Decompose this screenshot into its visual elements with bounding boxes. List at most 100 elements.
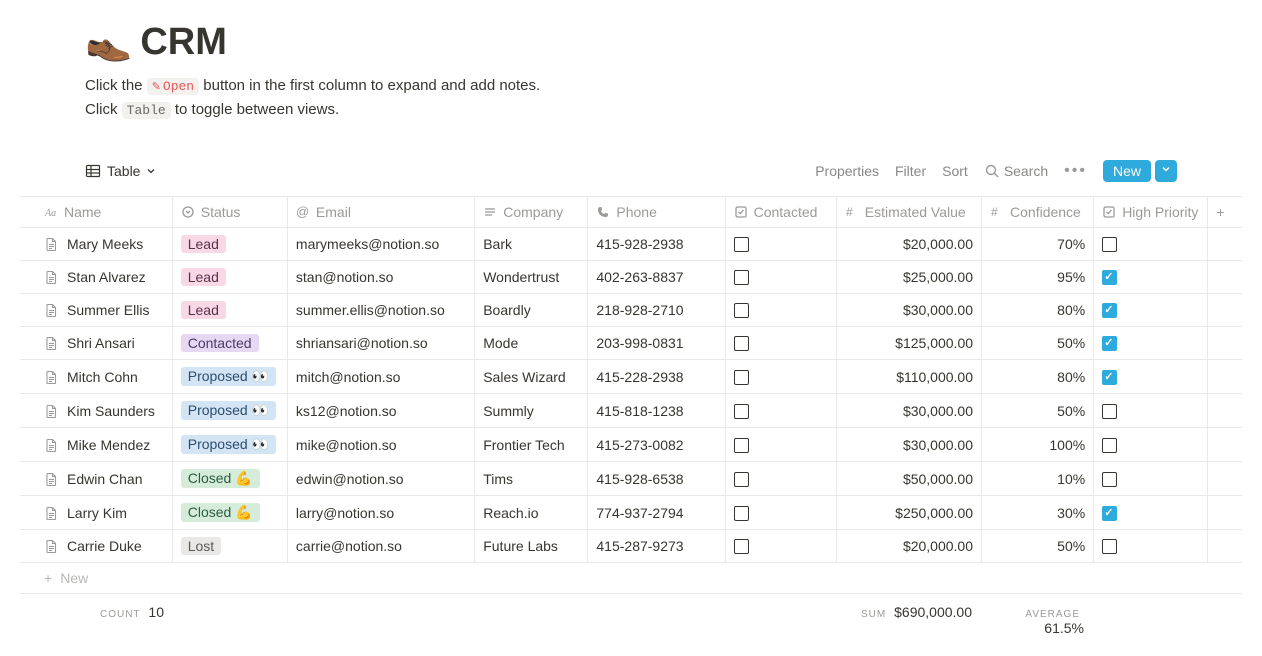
cell-estimated[interactable]: $20,000.00 (836, 228, 981, 261)
cell-contacted[interactable] (725, 228, 836, 261)
cell-estimated[interactable]: $50,000.00 (836, 462, 981, 496)
sort-button[interactable]: Sort (942, 163, 968, 179)
checkbox[interactable] (1102, 438, 1117, 453)
status-tag[interactable]: Lost (181, 537, 221, 555)
cell-company[interactable]: Reach.io (475, 496, 588, 530)
status-tag[interactable]: Closed 💪 (181, 469, 260, 488)
status-tag[interactable]: Lead (181, 268, 226, 286)
new-dropdown[interactable] (1155, 160, 1177, 182)
cell-company[interactable]: Sales Wizard (475, 360, 588, 394)
table-row[interactable]: Carrie Duke Lost carrie@notion.so Future… (20, 530, 1242, 563)
cell-priority[interactable] (1094, 530, 1208, 563)
table-row[interactable]: Shri Ansari Contacted shriansari@notion.… (20, 327, 1242, 360)
cell-confidence[interactable]: 50% (982, 327, 1094, 360)
column-header-phone[interactable]: Phone (588, 197, 725, 228)
checkbox[interactable] (734, 404, 749, 419)
column-header-contacted[interactable]: Contacted (725, 197, 836, 228)
table-row[interactable]: Kim Saunders Proposed 👀 ks12@notion.so S… (20, 394, 1242, 428)
view-switcher[interactable]: Table (85, 163, 156, 179)
cell-confidence[interactable]: 50% (982, 394, 1094, 428)
cell-phone[interactable]: 415-228-2938 (588, 360, 725, 394)
new-button[interactable]: New (1103, 160, 1151, 182)
status-tag[interactable]: Lead (181, 301, 226, 319)
cell-contacted[interactable] (725, 294, 836, 327)
cell-email[interactable]: mike@notion.so (287, 428, 474, 462)
column-header-status[interactable]: Status (172, 197, 287, 228)
cell-email[interactable]: edwin@notion.so (287, 462, 474, 496)
cell-company[interactable]: Summly (475, 394, 588, 428)
cell-priority[interactable] (1094, 428, 1208, 462)
checkbox[interactable] (734, 438, 749, 453)
filter-button[interactable]: Filter (895, 163, 926, 179)
add-column[interactable]: + (1208, 197, 1242, 228)
cell-phone[interactable]: 774-937-2794 (588, 496, 725, 530)
checkbox[interactable] (1102, 237, 1117, 252)
cell-email[interactable]: mitch@notion.so (287, 360, 474, 394)
cell-company[interactable]: Tims (475, 462, 588, 496)
cell-email[interactable]: summer.ellis@notion.so (287, 294, 474, 327)
cell-email[interactable]: stan@notion.so (287, 261, 474, 294)
checkbox[interactable] (1102, 472, 1117, 487)
checkbox[interactable] (734, 303, 749, 318)
column-header-name[interactable]: AaName (20, 197, 172, 228)
cell-estimated[interactable]: $30,000.00 (836, 294, 981, 327)
cell-phone[interactable]: 415-928-2938 (588, 228, 725, 261)
checkbox[interactable] (734, 506, 749, 521)
cell-company[interactable]: Mode (475, 327, 588, 360)
cell-confidence[interactable]: 95% (982, 261, 1094, 294)
status-tag[interactable]: Proposed 👀 (181, 401, 276, 420)
cell-confidence[interactable]: 30% (982, 496, 1094, 530)
cell-estimated[interactable]: $30,000.00 (836, 428, 981, 462)
properties-button[interactable]: Properties (815, 163, 879, 179)
cell-phone[interactable]: 203-998-0831 (588, 327, 725, 360)
cell-email[interactable]: shriansari@notion.so (287, 327, 474, 360)
table-row[interactable]: Mitch Cohn Proposed 👀 mitch@notion.so Sa… (20, 360, 1242, 394)
status-tag[interactable]: Contacted (181, 334, 259, 352)
checkbox[interactable] (734, 370, 749, 385)
table-row[interactable]: Larry Kim Closed 💪 larry@notion.so Reach… (20, 496, 1242, 530)
cell-phone[interactable]: 415-273-0082 (588, 428, 725, 462)
cell-contacted[interactable] (725, 360, 836, 394)
new-row[interactable]: +New (20, 563, 1242, 594)
cell-priority[interactable] (1094, 394, 1208, 428)
cell-contacted[interactable] (725, 496, 836, 530)
status-tag[interactable]: Proposed 👀 (181, 435, 276, 454)
cell-email[interactable]: marymeeks@notion.so (287, 228, 474, 261)
checkbox[interactable] (1102, 303, 1117, 318)
cell-estimated[interactable]: $25,000.00 (836, 261, 981, 294)
cell-contacted[interactable] (725, 428, 836, 462)
cell-company[interactable]: Bark (475, 228, 588, 261)
table-row[interactable]: Edwin Chan Closed 💪 edwin@notion.so Tims… (20, 462, 1242, 496)
cell-confidence[interactable]: 100% (982, 428, 1094, 462)
checkbox[interactable] (734, 539, 749, 554)
checkbox[interactable] (734, 237, 749, 252)
checkbox[interactable] (734, 336, 749, 351)
column-header-priority[interactable]: High Priority (1094, 197, 1208, 228)
table-row[interactable]: Mike Mendez Proposed 👀 mike@notion.so Fr… (20, 428, 1242, 462)
cell-contacted[interactable] (725, 462, 836, 496)
cell-company[interactable]: Boardly (475, 294, 588, 327)
cell-priority[interactable] (1094, 327, 1208, 360)
checkbox[interactable] (734, 270, 749, 285)
cell-phone[interactable]: 218-928-2710 (588, 294, 725, 327)
cell-priority[interactable] (1094, 261, 1208, 294)
table-row[interactable]: Mary Meeks Lead marymeeks@notion.so Bark… (20, 228, 1242, 261)
cell-company[interactable]: Frontier Tech (475, 428, 588, 462)
table-row[interactable]: Summer Ellis Lead summer.ellis@notion.so… (20, 294, 1242, 327)
cell-contacted[interactable] (725, 530, 836, 563)
cell-confidence[interactable]: 80% (982, 294, 1094, 327)
cell-priority[interactable] (1094, 462, 1208, 496)
cell-company[interactable]: Wondertrust (475, 261, 588, 294)
cell-confidence[interactable]: 10% (982, 462, 1094, 496)
cell-phone[interactable]: 415-818-1238 (588, 394, 725, 428)
cell-confidence[interactable]: 80% (982, 360, 1094, 394)
cell-priority[interactable] (1094, 228, 1208, 261)
checkbox[interactable] (1102, 270, 1117, 285)
cell-phone[interactable]: 415-287-9273 (588, 530, 725, 563)
cell-priority[interactable] (1094, 360, 1208, 394)
cell-priority[interactable] (1094, 496, 1208, 530)
cell-contacted[interactable] (725, 394, 836, 428)
column-header-confidence[interactable]: #Confidence (982, 197, 1094, 228)
table-row[interactable]: Stan Alvarez Lead stan@notion.so Wondert… (20, 261, 1242, 294)
status-tag[interactable]: Lead (181, 235, 226, 253)
